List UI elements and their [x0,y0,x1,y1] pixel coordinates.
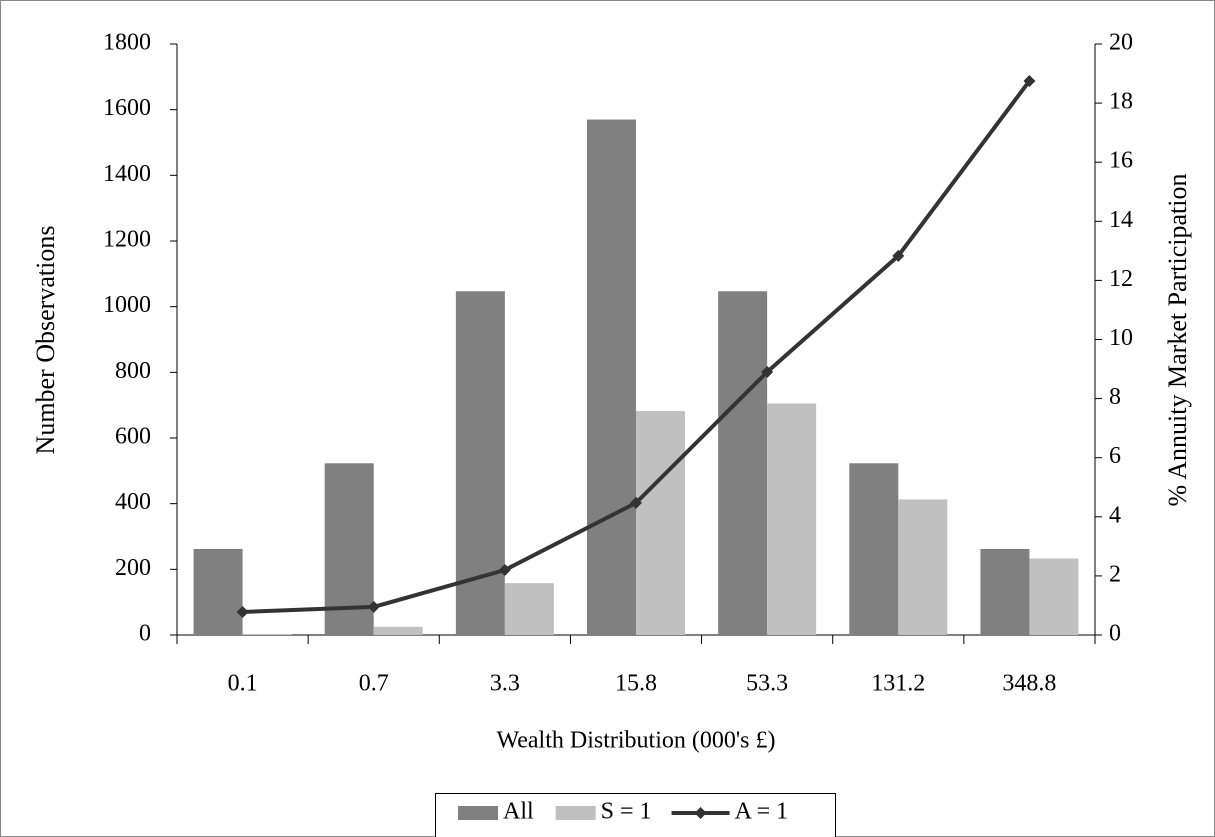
y-tick-label: 1000 [103,292,151,318]
legend-label: All [503,799,534,825]
x-axis-title: Wealth Distribution (000's £) [496,728,775,754]
y2-tick-label: 10 [1109,325,1133,351]
y-axis-title: Number Observations [31,226,60,455]
bar [1029,558,1079,635]
y-tick-label: 1600 [103,95,151,121]
marker [761,366,774,379]
y-tick-label: 600 [115,424,151,450]
marker [236,605,249,618]
y-tick-label: 1400 [103,161,151,187]
y-tick-label: 800 [115,358,151,384]
x-tick-label: 0.1 [228,671,258,697]
y-tick-label: 1200 [103,227,151,253]
bar [767,403,817,635]
bar [980,548,1030,635]
bar [849,463,899,635]
bar [718,291,768,635]
bar [242,634,292,635]
y2-tick-label: 4 [1109,502,1121,528]
bar [898,499,948,635]
y2-tick-label: 12 [1109,266,1133,292]
y-tick-label: 400 [115,489,151,515]
y2-tick-label: 16 [1109,148,1133,174]
y-tick-label: 1800 [103,30,151,56]
x-tick-label: 53.3 [746,671,788,697]
marker [892,249,905,262]
x-tick-label: 0.7 [359,671,389,697]
legend-box [435,793,836,837]
y-tick-label: 200 [115,555,151,581]
y-tick-label: 0 [139,621,151,647]
y2-tick-label: 14 [1109,207,1133,233]
legend-label: A = 1 [735,799,789,825]
bar [193,548,243,635]
x-tick-label: 15.8 [615,671,657,697]
x-tick-label: 348.8 [1002,671,1056,697]
y2-tick-label: 0 [1109,621,1121,647]
legend-swatch [458,806,498,820]
y2-tick-label: 8 [1109,384,1121,410]
y2-tick-label: 20 [1109,30,1133,56]
y2-tick-label: 2 [1109,561,1121,587]
x-tick-label: 3.3 [490,671,520,697]
legend-marker [694,807,707,819]
marker [498,563,511,576]
bar [373,626,423,635]
legend-label: S = 1 [601,799,652,825]
bar [504,583,554,635]
y2-tick-label: 18 [1109,89,1133,115]
y2-axis-title: % Annuity Market Participation [1163,174,1192,507]
x-tick-label: 131.2 [871,671,925,697]
marker [367,600,380,613]
y2-tick-label: 6 [1109,443,1121,469]
marker [1023,74,1036,87]
bar [587,119,636,636]
bar [636,411,685,635]
marker [630,496,642,509]
legend-swatch [555,806,596,820]
